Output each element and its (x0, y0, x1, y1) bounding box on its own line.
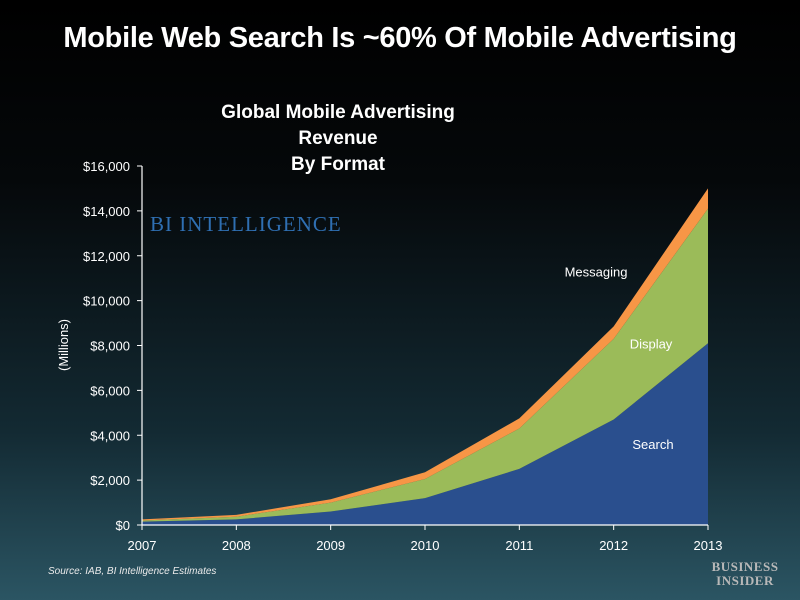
source-note: Source: IAB, BI Intelligence Estimates (48, 566, 217, 577)
series-label-messaging: Messaging (565, 265, 628, 280)
y-tick-label: $16,000 (83, 159, 130, 174)
page-title: Mobile Web Search Is ~60% Of Mobile Adve… (63, 22, 737, 54)
chart-title-line1: Global Mobile Advertising Revenue (221, 102, 455, 149)
x-tick-label: 2007 (128, 538, 157, 553)
y-tick-label: $0 (116, 518, 130, 533)
y-tick-label: $10,000 (83, 294, 130, 309)
tick-labels: $0 $2,000 $4,000 $6,000 $8,000 $10,000 $12,000… (83, 159, 722, 553)
y-tick-label: $12,000 (83, 249, 130, 264)
x-tick-label: 2009 (316, 538, 345, 553)
chart-title: Global Mobile Advertising Revenue By For… (188, 100, 488, 178)
x-tick-label: 2012 (599, 538, 628, 553)
area-search (142, 343, 708, 525)
axes (137, 165, 709, 530)
x-tick-label: 2011 (505, 538, 533, 553)
watermark-logo: BI INTELLIGENCE (150, 212, 342, 236)
area-layers (142, 188, 708, 525)
x-tick-label: 2010 (411, 538, 440, 553)
y-tick-label: $2,000 (90, 473, 130, 488)
series-labels: Search Display Messaging (565, 265, 674, 452)
series-label-search: Search (632, 437, 673, 452)
y-axis-label: (Millions) (56, 319, 71, 371)
y-tick-label: $14,000 (83, 204, 130, 219)
x-tick-label: 2008 (222, 538, 251, 553)
y-tick-label: $4,000 (90, 428, 130, 443)
y-tick-label: $6,000 (90, 383, 130, 398)
brand-line-2: INSIDER (716, 573, 774, 588)
area-messaging (142, 188, 708, 521)
brand-line-1: BUSINESS (711, 559, 779, 574)
x-tick-label: 2013 (694, 538, 723, 553)
chart-subtitle: By Format (291, 154, 385, 175)
series-label-display: Display (630, 337, 673, 352)
brand-logo: BUSINESS INSIDER (710, 560, 780, 588)
y-tick-label: $8,000 (90, 339, 130, 354)
area-display (142, 208, 708, 522)
